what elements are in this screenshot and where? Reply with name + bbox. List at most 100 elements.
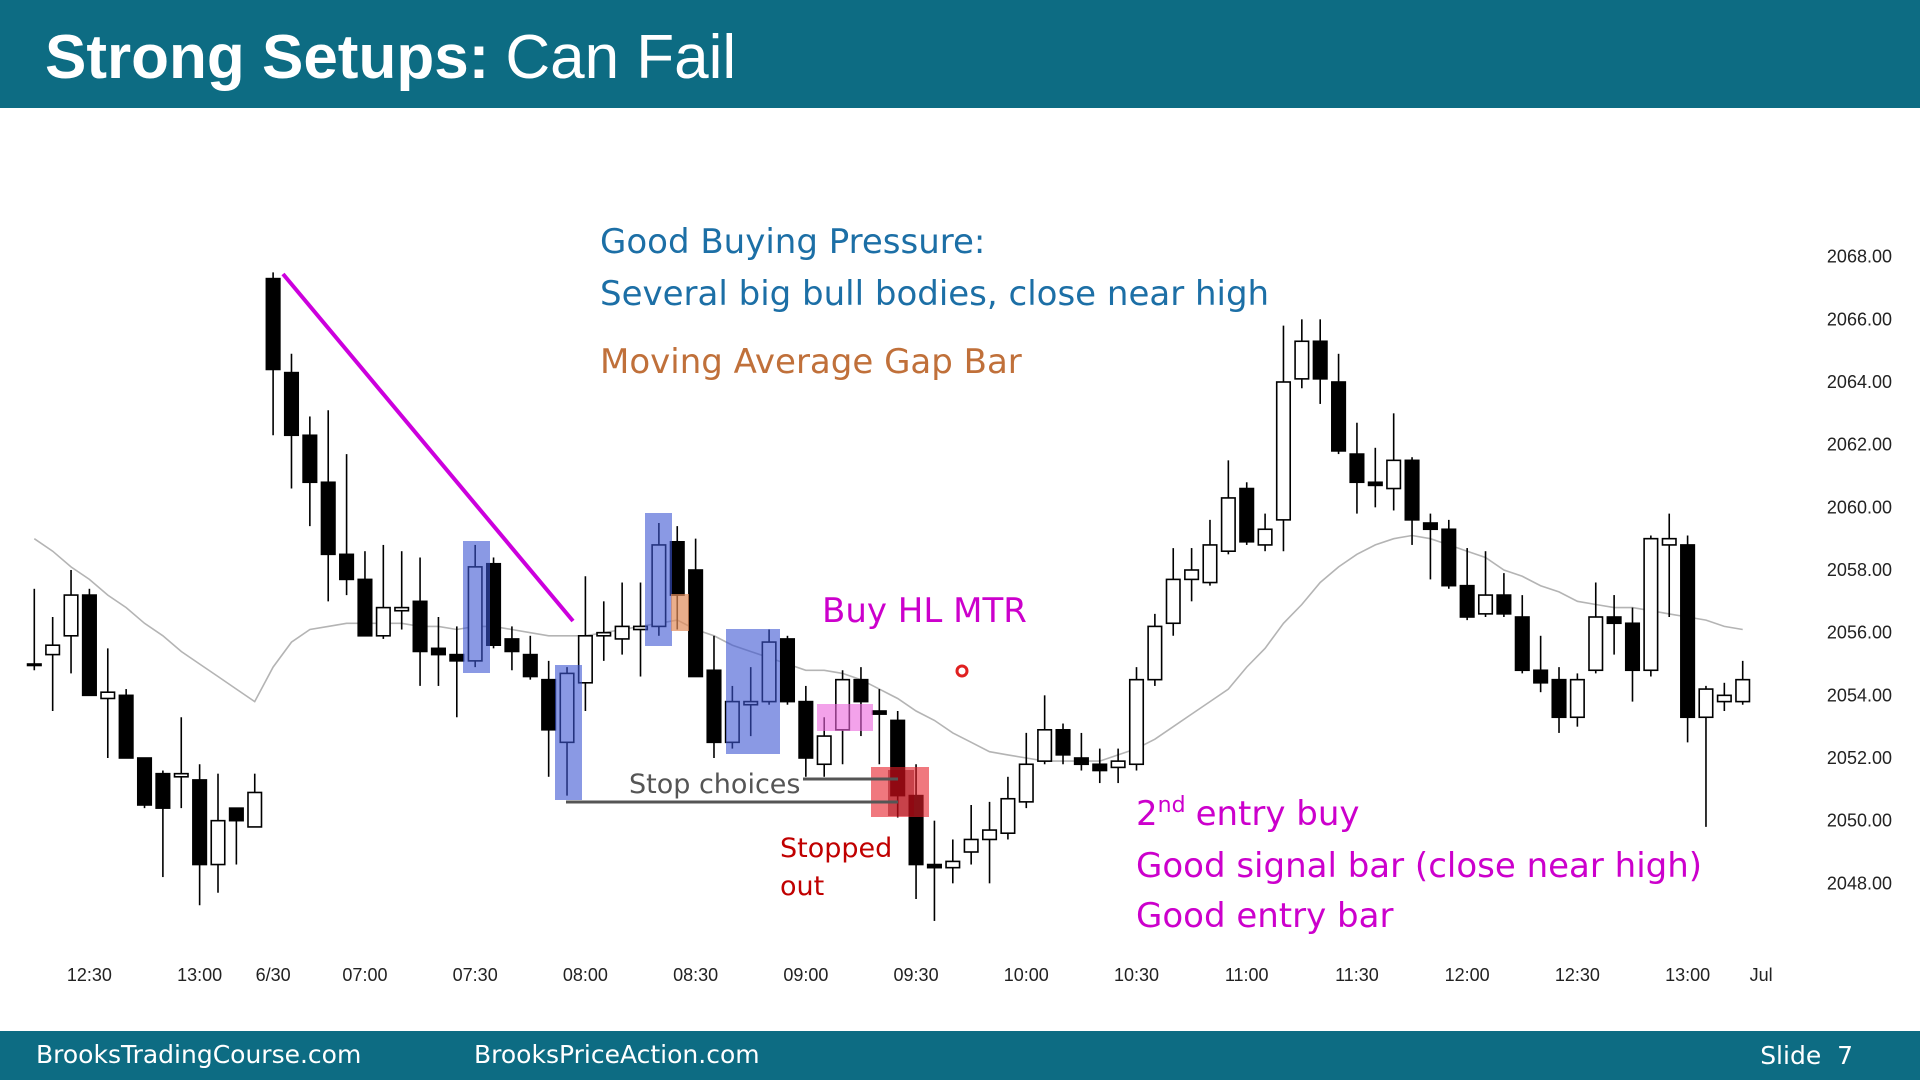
y-tick-label: 2048.00 [1827,873,1892,893]
y-tick-label: 2064.00 [1827,372,1892,392]
candle-body [1184,569,1200,581]
candle-body [871,710,887,715]
candle-body [981,829,998,841]
footer-site: BrooksPriceAction.com [474,1040,760,1069]
title-rest: Can Fail [505,23,736,92]
y-tick-label: 2058.00 [1827,560,1892,580]
candle-body [1514,616,1530,672]
y-tick-label: 2060.00 [1827,497,1892,517]
annotation: Good Buying Pressure: [600,222,985,262]
candle-body [1624,622,1641,672]
candle-body [45,644,61,656]
candle-body [853,678,869,703]
candle-body [1275,381,1292,521]
annotation: out [780,871,824,902]
y-tick-label: 2052.00 [1827,748,1892,768]
candle-body [1092,763,1108,772]
candle-body [1202,544,1218,584]
bull-highlight [463,541,490,673]
bull-highlight [555,665,582,800]
stop-highlight [871,767,929,817]
candle-body [192,779,208,866]
candle-body [357,578,373,637]
candle-body [1349,453,1365,484]
signal-highlight [817,704,873,731]
candle-body [283,371,300,437]
candle-body [1643,537,1659,672]
y-tick-label: 2050.00 [1827,811,1892,831]
candle-body [1496,594,1512,615]
annotation: Moving Average Gap Bar [600,342,1022,382]
annotation: Good signal bar (close near high) [1136,846,1702,886]
candle-body [118,694,134,759]
stop-highlight [888,770,914,816]
x-tick-label: 07:00 [342,965,387,985]
candle-body [1533,669,1549,684]
candle-body [577,634,593,684]
candle-body [504,638,520,653]
candle-body [449,653,465,662]
highlights [281,272,969,817]
x-tick-label: 08:00 [563,965,608,985]
footer-bar [0,1031,1920,1080]
annotation: Good entry bar [1136,896,1393,936]
candle-body [1294,340,1310,380]
annotation: Stopped [780,833,892,864]
candle-body [1239,487,1255,543]
candle-body [1037,728,1053,762]
candle-body [412,600,428,653]
annotations: Good Buying Pressure: Several big bull b… [600,222,1702,936]
candle-body [1018,763,1034,803]
entry-text: entry buy [1196,794,1360,834]
candle-body [963,838,979,853]
y-tick-label: 2068.00 [1827,247,1892,267]
candle-body [541,678,557,731]
header-bar [0,0,1920,108]
candle-body [1477,594,1494,615]
candle-body [1000,797,1016,835]
x-tick-label: 12:30 [1555,965,1600,985]
candle-body [375,606,391,637]
candle-body [136,757,153,806]
candle-body [1147,625,1163,681]
y-tick-label: 2054.00 [1827,685,1892,705]
candle-body [1220,497,1236,552]
x-tick-label: 09:00 [783,965,828,985]
candle-body [669,540,685,596]
x-tick-label: 11:30 [1335,965,1379,985]
trend-line [281,272,575,623]
candle-body [1716,694,1732,703]
entry-number: 2 [1136,794,1158,834]
candle-body [1569,678,1585,719]
candle-body [155,772,171,809]
candle-body [706,669,722,744]
candle-body [1441,528,1457,587]
y-tick-label: 2062.00 [1827,435,1892,455]
cursor-dot [955,664,969,678]
candle-body [798,700,814,759]
candle-body [614,625,630,640]
annotation: Buy HL MTR [822,591,1027,631]
x-tick-label: 13:00 [177,965,222,985]
slide-number: Slide 7 [1760,1041,1853,1070]
x-tick-label: 6/30 [256,965,291,985]
x-tick-label: 11:00 [1225,965,1269,985]
candle-body [1331,381,1347,452]
x-tick-label: 07:30 [453,965,498,985]
candle-body [779,638,796,703]
candle-body [339,553,355,581]
bull-highlight [645,513,672,646]
bull-highlight [726,629,780,754]
footer-site: BrooksTradingCourse.com [36,1040,361,1069]
candle-body [394,606,410,612]
candle-body [173,772,189,778]
candle-body [1110,760,1126,769]
annotation: Stop choices [629,769,800,800]
candle-body [1312,340,1328,380]
y-tick-label: 2066.00 [1827,309,1892,329]
candle-body [265,277,281,371]
title-strong: Strong Setups: [45,23,489,92]
entry-suffix: nd [1158,793,1186,818]
x-tick-label: Jul [1750,965,1773,985]
slide-title: Strong Setups: Can Fail [45,23,736,92]
